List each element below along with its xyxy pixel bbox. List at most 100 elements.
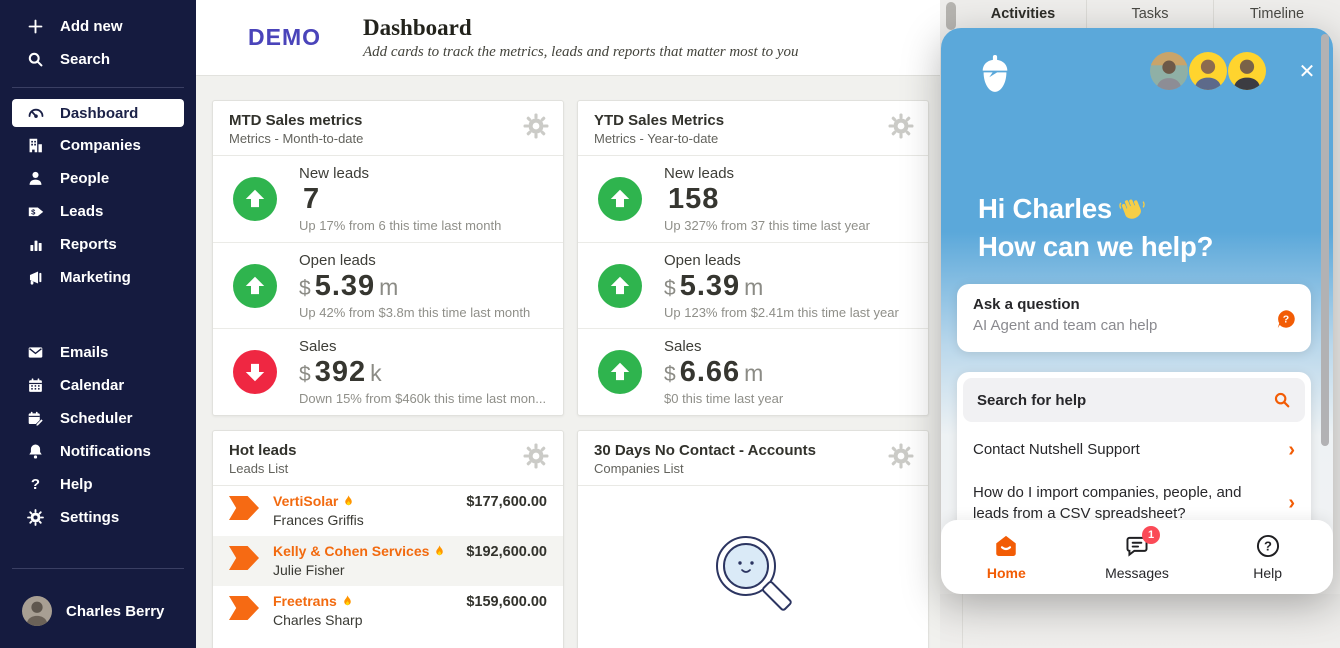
ask-title: Ask a question xyxy=(973,296,1080,313)
card-settings-gear-icon[interactable] xyxy=(888,443,914,469)
tab-timeline[interactable]: Timeline xyxy=(1213,0,1340,29)
tab-tasks[interactable]: Tasks xyxy=(1086,0,1213,29)
sidebar-item-calendar[interactable]: Calendar xyxy=(0,369,196,402)
metric-caption: $0 this time last year xyxy=(664,391,784,407)
sidebar-item-emails[interactable]: Emails xyxy=(0,336,196,369)
widget-scrollbar-thumb[interactable] xyxy=(1321,34,1329,446)
help-link-contact-support[interactable]: Contact Nutshell Support › xyxy=(957,428,1311,471)
metric-label: Sales xyxy=(299,338,337,356)
card-settings-gear-icon[interactable] xyxy=(888,113,914,139)
sidebar-item-leads[interactable]: $ Leads xyxy=(0,195,196,228)
sidebar-item-label: Settings xyxy=(60,509,120,526)
lead-contact: Julie Fisher xyxy=(273,562,345,578)
sidebar-item-dashboard[interactable]: Dashboard xyxy=(12,99,184,127)
unread-badge: 1 xyxy=(1142,526,1160,544)
fire-icon xyxy=(345,495,353,506)
card-subtitle: Metrics - Month-to-date xyxy=(229,131,364,146)
dashboard-cards: MTD Sales metrics Metrics - Month-to-dat… xyxy=(196,76,940,648)
waving-hand-icon xyxy=(1119,199,1145,219)
lead-row[interactable]: VertiSolar Frances Griffis $177,600.00 xyxy=(213,486,563,536)
sidebar-item-notifications[interactable]: Notifications xyxy=(0,435,196,468)
user-name: Charles Berry xyxy=(66,602,165,620)
sidebar-item-people[interactable]: People xyxy=(0,162,196,195)
avatar xyxy=(1150,52,1188,90)
help-search-input[interactable]: Search for help xyxy=(963,378,1305,422)
metric-row: New leads 158 Up 327% from 37 this time … xyxy=(578,156,928,242)
sidebar-item-marketing[interactable]: Marketing xyxy=(0,261,196,294)
close-icon[interactable]: ✕ xyxy=(1293,58,1321,86)
sidebar-item-reports[interactable]: Reports xyxy=(0,228,196,261)
svg-text:?: ? xyxy=(1264,539,1272,554)
home-icon xyxy=(993,533,1019,559)
help-chat-widget: ✕ Hi Charles How can we help? Ask a ques… xyxy=(941,28,1333,594)
metric-label: New leads xyxy=(299,164,370,182)
support-team-avatars xyxy=(1150,52,1266,90)
gear-icon xyxy=(26,508,45,527)
sidebar-item-label: Notifications xyxy=(60,443,151,460)
metric-label: Open leads xyxy=(299,251,376,269)
card-title: YTD Sales Metrics xyxy=(594,112,725,129)
card-header: 30 Days No Contact - Accounts Companies … xyxy=(578,431,928,486)
arrow-up-circle-icon xyxy=(233,263,277,308)
sidebar-item-companies[interactable]: Companies xyxy=(0,129,196,162)
sidebar-item-settings[interactable]: Settings xyxy=(0,501,196,534)
page-subtitle: Add cards to track the metrics, leads an… xyxy=(363,43,799,60)
metric-value: 7 xyxy=(303,182,321,215)
messages-icon: 1 xyxy=(1124,526,1160,559)
sidebar-divider xyxy=(12,568,184,569)
metric-row: New leads 7 Up 17% from 6 this time last… xyxy=(213,156,563,242)
help-circle-icon: ? xyxy=(1255,533,1281,559)
widget-nav-messages[interactable]: 1 Messages xyxy=(1072,520,1203,594)
lead-row[interactable]: Freetrans Charles Sharp $159,600.00 xyxy=(213,586,563,636)
metric-label: New leads xyxy=(664,164,735,182)
arrow-down-circle-icon xyxy=(233,350,277,395)
lead-amount: $177,600.00 xyxy=(466,494,547,510)
card-subtitle: Metrics - Year-to-date xyxy=(594,131,719,146)
tab-activities[interactable]: Activities xyxy=(990,6,1056,22)
sidebar-user-section: Charles Berry xyxy=(0,557,196,648)
main-scrollbar-thumb[interactable] xyxy=(946,2,956,30)
card-settings-gear-icon[interactable] xyxy=(523,113,549,139)
ask-a-question-card[interactable]: Ask a question AI Agent and team can hel… xyxy=(957,284,1311,352)
sidebar-item-add-new[interactable]: Add new xyxy=(0,10,196,43)
lead-arrow-icon xyxy=(229,546,259,570)
widget-bottom-nav: Home 1 Messages ? Help xyxy=(941,520,1333,594)
metric-row: Open leads $5.39 m Up 123% from $2.41m th… xyxy=(578,241,928,329)
metric-value: 158 xyxy=(668,182,720,215)
metric-label: Sales xyxy=(664,338,702,356)
widget-nav-help[interactable]: ? Help xyxy=(1202,520,1333,594)
search-icon xyxy=(1274,392,1290,408)
empty-state: This list is currently empty. xyxy=(578,486,928,648)
lead-amount: $192,600.00 xyxy=(466,544,547,560)
card-subtitle: Leads List xyxy=(229,461,289,476)
svg-text:?: ? xyxy=(1283,314,1289,326)
lead-arrow-icon xyxy=(229,496,259,520)
metric-row: Open leads $5.39 m Up 42% from $3.8m this… xyxy=(213,241,563,329)
sidebar-item-label: Calendar xyxy=(60,377,125,394)
nutshell-acorn-logo-icon xyxy=(982,55,1008,92)
sidebar-item-label: Scheduler xyxy=(60,410,133,427)
arrow-up-circle-icon xyxy=(598,176,642,221)
metric-caption: Up 42% from $3.8m this time last month xyxy=(299,304,531,320)
lead-company: Kelly & Cohen Services xyxy=(273,543,430,559)
sidebar-item-scheduler[interactable]: Scheduler xyxy=(0,402,196,435)
bar-chart-icon xyxy=(26,235,45,254)
metric-caption: Up 327% from 37 this time last year xyxy=(664,217,870,233)
svg-text:$: $ xyxy=(31,207,36,216)
sidebar-item-help[interactable]: ? Help xyxy=(0,468,196,501)
widget-nav-label: Home xyxy=(986,565,1026,581)
lead-row[interactable]: Kelly & Cohen Services Julie Fisher $192… xyxy=(213,536,563,586)
sidebar-item-label: Dashboard xyxy=(60,104,139,122)
help-link-import-csv[interactable]: How do I import companies, people, and l… xyxy=(957,471,1311,535)
metric-value: $5.39 m xyxy=(664,269,764,302)
sidebar-item-label: Companies xyxy=(60,137,141,154)
sidebar-item-label: Search xyxy=(60,51,111,68)
widget-nav-home[interactable]: Home xyxy=(941,520,1072,594)
ask-subtitle: AI Agent and team can help xyxy=(973,317,1158,334)
fire-icon xyxy=(344,595,351,606)
lead-contact: Charles Sharp xyxy=(273,612,363,628)
card-settings-gear-icon[interactable] xyxy=(523,443,549,469)
person-icon xyxy=(26,169,45,188)
user-menu[interactable]: Charles Berry xyxy=(0,580,196,648)
sidebar-item-search[interactable]: Search xyxy=(0,43,196,76)
